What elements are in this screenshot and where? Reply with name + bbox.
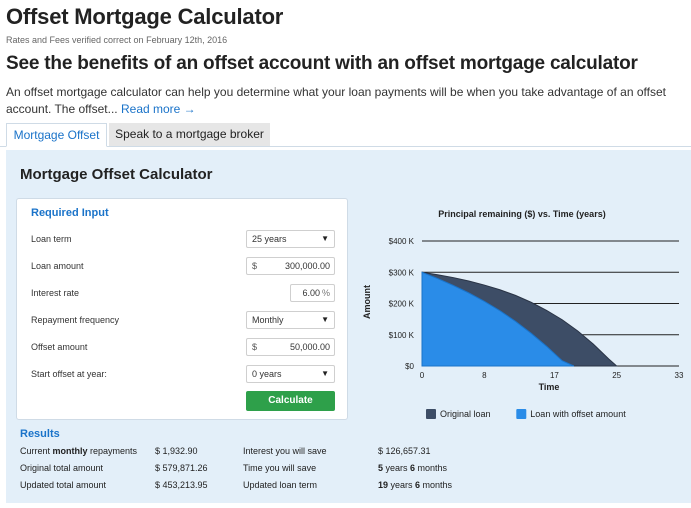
months-number: 6 [410,463,416,473]
required-input-heading: Required Input [31,207,109,219]
original-total-label: Original total amount [20,463,104,473]
interest-save-label: Interest you will save [243,446,327,456]
tabs-divider [0,146,691,147]
offset-loan-area [421,271,575,367]
verified-note: Rates and Fees verified correct on Febru… [6,35,228,45]
results-heading: Results [20,428,60,440]
current-repayments-label: Current monthly repayments [20,446,137,456]
legend-swatch [426,409,436,419]
time-save-value: 5 years 6 months [378,463,447,473]
legend-offset-loan: Loan with offset amount [530,409,626,419]
updated-term-value: 19 years 6 months [378,480,452,490]
years-word: years [388,480,416,490]
years-number: 19 [378,480,389,490]
x-tick-label: 33 [675,371,684,380]
loan-term-select[interactable]: 25 years ▼ [246,230,335,248]
calculate-button[interactable]: Calculate [246,391,335,411]
page-title: Offset Mortgage Calculator [6,4,284,29]
percent-sign: % [321,288,330,298]
offset-amount-value: 50,000.00 [289,342,330,352]
calculator-title: Mortgage Offset Calculator [20,166,213,183]
loan-term-label: Loan term [31,234,72,244]
y-tick-label: $200 K [389,300,415,309]
label-part: Current [20,446,53,456]
loan-amount-input[interactable]: $ 300,000.00 [246,257,335,275]
offset-amount-label: Offset amount [31,342,88,352]
y-tick-label: $400 K [389,237,415,246]
original-total-value: $ 579,871.26 [155,463,208,473]
repayment-frequency-value: Monthly [252,315,284,325]
tab-speak-to-broker[interactable]: Speak to a mortgage broker [109,123,270,147]
chevron-down-icon: ▼ [321,234,329,243]
chevron-down-icon: ▼ [321,369,329,378]
y-axis-label: Amount [362,285,372,319]
y-tick-label: $100 K [389,331,415,340]
months-word: months [415,463,448,473]
tab-mortgage-offset[interactable]: Mortgage Offset [6,123,107,147]
label-part: repayments [87,446,138,456]
x-tick-label: 8 [482,371,487,380]
chart-title: Principal remaining ($) vs. Time (years) [438,209,605,219]
time-save-label: Time you will save [243,463,317,473]
x-tick-label: 25 [612,371,621,380]
x-tick-label: 0 [420,371,425,380]
loan-term-value: 25 years [252,234,287,244]
headline: See the benefits of an offset account wi… [6,53,638,74]
start-offset-label: Start offset at year: [31,369,107,379]
start-offset-value: 0 years [252,369,282,379]
intro-text: An offset mortgage calculator can help y… [6,84,688,118]
x-axis-label: Time [539,382,560,392]
intro-body: An offset mortgage calculator can help y… [6,85,666,116]
legend-swatch [516,409,527,419]
interest-save-value: $ 126,657.31 [378,446,431,456]
years-word: years [383,463,411,473]
updated-term-label: Updated loan term [243,480,318,490]
years-number: 5 [378,463,384,473]
calculator-panel: Mortgage Offset Calculator Required Inpu… [6,150,691,503]
offset-amount-input[interactable]: $ 50,000.00 [246,338,335,356]
legend-original-loan: Original loan [440,409,491,419]
loan-amount-label: Loan amount [31,261,84,271]
read-more-link[interactable]: Read more → [120,102,196,116]
y-tick-label: $0 [405,362,414,371]
y-tick-label: $300 K [389,268,415,277]
current-repayments-value: $ 1,932.90 [155,446,198,456]
required-input-box: Required Input Loan term 25 years ▼ Loan… [16,198,348,420]
dollar-sign: $ [252,261,258,271]
x-tick-label: 17 [550,371,559,380]
repayment-frequency-select[interactable]: Monthly ▼ [246,311,335,329]
dollar-sign: $ [252,342,258,352]
updated-total-value: $ 453,213.95 [155,480,208,490]
interest-rate-input[interactable]: 6.00 % [290,284,335,302]
updated-total-label: Updated total amount [20,480,107,490]
start-offset-select[interactable]: 0 years ▼ [246,365,335,383]
months-word: months [420,480,453,490]
interest-rate-label: Interest rate [31,288,80,298]
repayment-frequency-label: Repayment frequency [31,315,120,325]
interest-rate-value: 6.00 [302,288,320,298]
loan-amount-value: 300,000.00 [284,261,330,271]
frequency-word: monthly [52,446,88,456]
chevron-down-icon: ▼ [321,315,329,324]
months-number: 6 [415,480,421,490]
principal-chart: Principal remaining ($) vs. Time (years)… [362,209,684,419]
